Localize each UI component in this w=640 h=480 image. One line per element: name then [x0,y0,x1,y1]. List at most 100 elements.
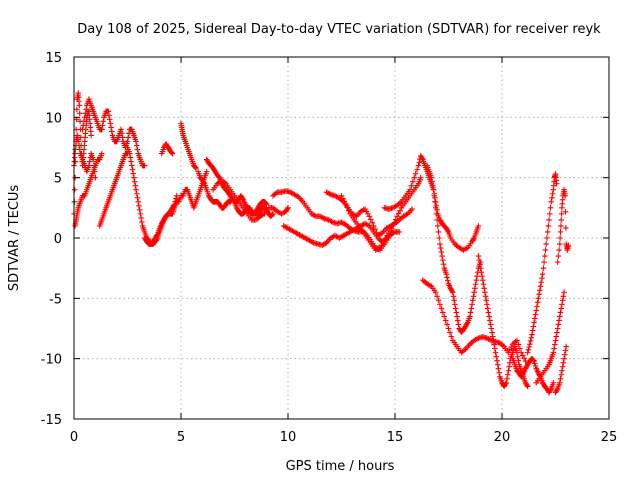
data-point [565,242,572,249]
series-arc-t [420,277,529,364]
data-point [554,387,560,393]
data-point [438,305,445,312]
data-point [432,199,438,205]
data-point [479,273,485,280]
data-point [216,174,222,180]
data-point [131,178,138,185]
data-point [537,287,543,294]
data-point [558,217,565,223]
data-point [477,261,483,267]
data-point [417,174,424,181]
data-point [269,211,276,218]
data-point [475,223,482,229]
data-point [432,289,439,296]
data-point [540,265,547,271]
data-point [555,253,562,259]
y-tick-label: 10 [45,111,62,126]
data-marks [71,90,572,396]
data-point [410,178,416,185]
data-point [367,216,374,223]
data-point [130,170,137,177]
data-point [483,297,490,304]
data-point [138,219,145,225]
data-point [153,232,160,239]
data-point [99,126,105,133]
data-point [559,297,566,304]
data-point [494,361,501,368]
data-point [126,150,133,157]
data-point [473,277,480,284]
data-point [137,211,144,217]
data-point [553,180,560,187]
data-point [342,201,349,208]
data-point [554,329,560,336]
data-point [119,134,126,141]
data-point [99,122,106,129]
data-point [544,235,550,241]
data-point [439,253,445,259]
data-point [536,291,542,298]
data-point [529,327,536,334]
data-point [556,313,563,320]
data-point [470,236,477,243]
data-point [86,158,93,165]
data-point [171,201,178,208]
data-point [484,301,490,308]
data-point [128,158,134,165]
data-point [133,138,139,145]
series-arc-i [158,141,176,157]
data-point [547,387,554,393]
x-tick-label: 20 [494,430,511,445]
data-point [411,174,418,181]
data-point [515,357,522,364]
data-point [487,317,493,324]
data-point [502,381,509,387]
x-tick-label: 0 [70,430,78,445]
series-arc-x [533,289,567,386]
data-point [76,102,83,109]
data-point [370,223,377,229]
data-point [390,223,396,229]
data-point [106,112,112,119]
data-point [472,285,478,292]
data-point [562,209,569,215]
data-point [369,219,375,226]
series-arc-n [270,188,396,253]
data-point [433,211,440,217]
series-arc-h [141,192,180,247]
data-point [515,341,522,348]
series-arc-g [124,144,210,247]
data-point [134,146,141,153]
data-point [440,261,447,267]
y-tick-label: -5 [49,292,62,307]
data-point [533,307,540,314]
data-point [560,359,567,366]
data-point [529,331,535,338]
series-arc-d [79,96,105,133]
data-point [442,317,449,324]
data-point [530,357,537,364]
data-point [524,349,531,356]
series-arc-j [178,120,199,171]
y-tick-label: 0 [54,232,62,247]
data-point [86,162,92,169]
data-point [492,345,498,352]
data-point [430,182,436,189]
data-point [432,205,439,211]
data-point [562,192,568,199]
data-point [118,130,125,137]
data-point [429,178,435,185]
data-point [133,142,140,149]
data-point [430,186,437,193]
data-point [443,271,450,277]
data-point [544,229,551,235]
data-point [263,200,269,207]
data-point [549,190,556,197]
series-arc-z [554,186,572,265]
data-point [88,132,94,139]
data-point [521,355,527,362]
data-point [532,311,539,318]
series-arc-f [99,108,148,169]
data-point [550,380,557,386]
